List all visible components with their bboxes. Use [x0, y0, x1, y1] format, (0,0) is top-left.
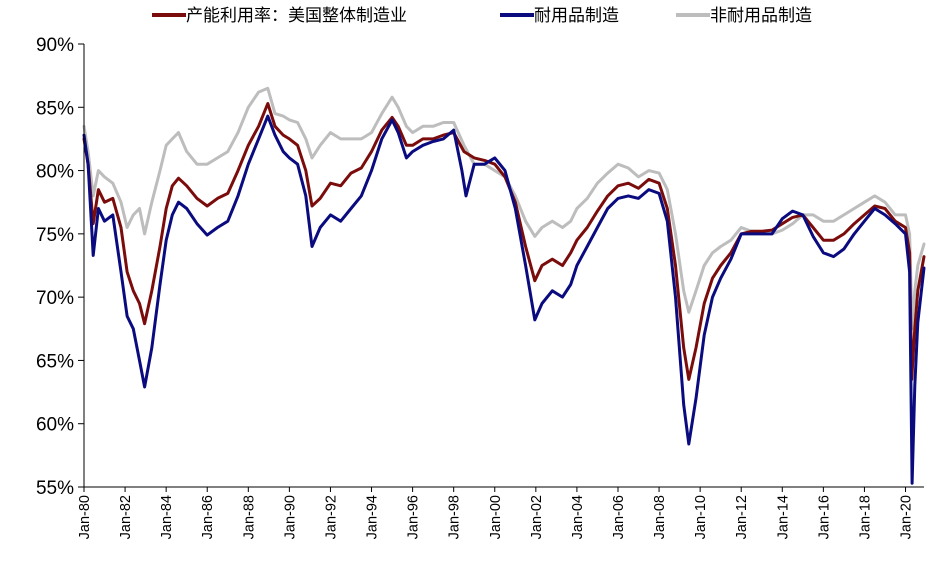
y-axis-ticks: 55% 60% 65% 70% 75% 80% 85% 90%: [36, 35, 84, 499]
x-tick-label: Jan-02: [529, 495, 545, 539]
x-tick-label: Jan-82: [118, 495, 134, 539]
series-line-2: [82, 86, 926, 331]
x-tick-label: Jan-84: [159, 495, 175, 539]
y-tick-label: 70%: [36, 288, 74, 309]
x-tick-label: Jan-16: [816, 495, 832, 539]
x-tick-label: Jan-04: [570, 495, 586, 539]
x-tick-label: Jan-06: [611, 495, 627, 539]
x-tick-label: Jan-10: [693, 495, 709, 539]
series-lines: [82, 86, 926, 485]
x-tick-label: Jan-90: [282, 495, 298, 539]
x-tick-label: Jan-12: [734, 495, 750, 539]
x-tick-label: Jan-98: [447, 495, 463, 539]
y-tick-label: 55%: [36, 478, 74, 499]
y-tick-label: 75%: [36, 225, 74, 246]
x-tick-label: Jan-92: [323, 495, 339, 539]
y-tick-label: 80%: [36, 162, 74, 183]
legend-label-1: 耐用品制造: [534, 6, 619, 26]
series-line-1: [82, 114, 926, 485]
y-tick-label: 90%: [36, 35, 74, 56]
x-tick-label: Jan-88: [241, 495, 257, 539]
x-axis-ticks: Jan-80 Jan-82 Jan-84 Jan-86 Jan-88 Jan-90 Jan-…: [77, 487, 915, 539]
x-tick-label: Jan-80: [77, 495, 93, 539]
series-line-0: [82, 102, 926, 381]
legend: 产能利用率：美国整体制造业 耐用品制造 非耐用品制造: [152, 6, 812, 26]
x-tick-label: Jan-08: [652, 495, 668, 539]
x-tick-label: Jan-14: [775, 495, 791, 539]
x-tick-label: Jan-20: [899, 495, 915, 539]
y-tick-label: 65%: [36, 351, 74, 372]
x-tick-label: Jan-00: [488, 495, 504, 539]
x-tick-label: Jan-96: [406, 495, 422, 539]
legend-label-0: 产能利用率：美国整体制造业: [186, 6, 407, 26]
y-tick-label: 85%: [36, 98, 74, 119]
y-tick-label: 60%: [36, 415, 74, 436]
x-tick-label: Jan-86: [200, 495, 216, 539]
legend-label-2: 非耐用品制造: [710, 6, 812, 26]
x-tick-label: Jan-94: [365, 495, 381, 539]
x-tick-label: Jan-18: [857, 495, 873, 539]
